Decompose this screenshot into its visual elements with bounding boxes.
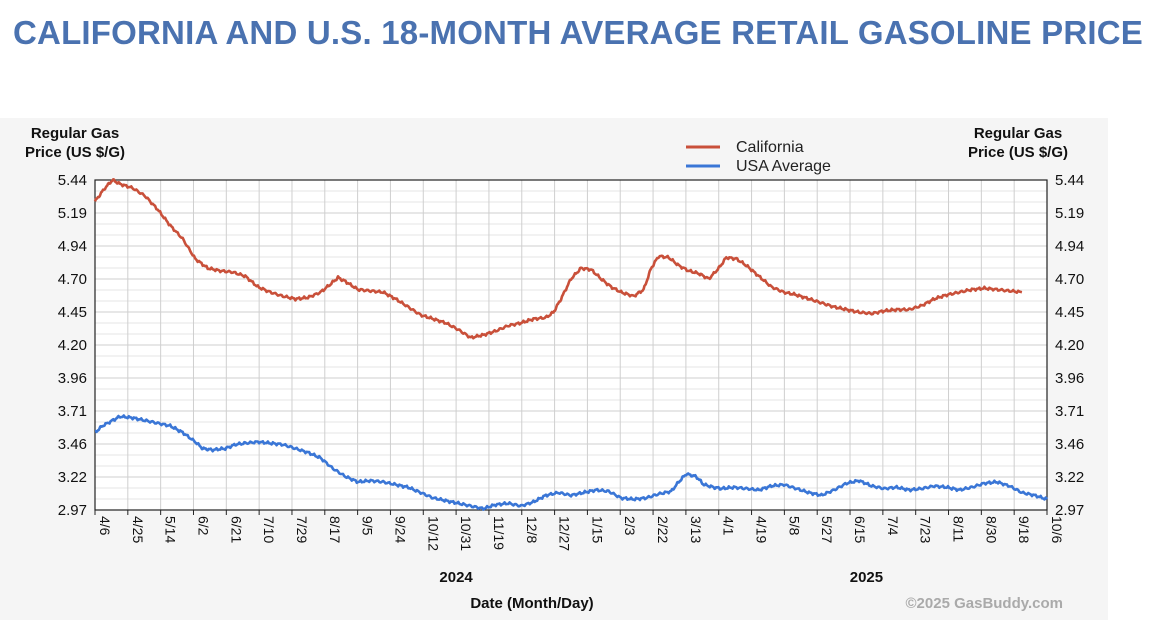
y-axis-right: 5.44 5.19 4.94 4.70 4.45 4.20 3.96 3.71 3.46 3.22…	[1055, 172, 1084, 519]
y-tick-label-right: 3.46	[1055, 436, 1084, 453]
y-tick-label-right: 3.22	[1055, 469, 1084, 486]
y-tick-label-left: 4.70	[58, 271, 87, 288]
x-tick-label: 10/6	[1049, 516, 1065, 543]
y-axis-right-title-line2: Price (US $/G)	[968, 144, 1068, 161]
y-tick-label-left: 3.71	[58, 403, 87, 420]
x-tick-label: 4/1	[721, 516, 737, 536]
y-tick-label-left: 2.97	[58, 502, 87, 519]
x-tick-label: 5/8	[786, 516, 802, 536]
x-tick-label: 8/30	[983, 516, 999, 543]
series-layer	[93, 177, 1049, 511]
x-tick-label: 7/4	[885, 516, 901, 536]
x-tick-label: 2/3	[622, 516, 638, 536]
y-tick-label-left: 5.44	[58, 172, 87, 189]
x-axis-title: Date (Month/Day)	[470, 595, 593, 612]
y-axis-left: 5.44 5.19 4.94 4.70 4.45 4.20 3.96 3.71 3.46 3.22…	[58, 172, 87, 519]
y-tick-label-right: 2.97	[1055, 502, 1084, 519]
x-tick-label: 7/10	[261, 516, 277, 543]
y-tick-label-left: 4.20	[58, 337, 87, 354]
x-tick-label: 3/13	[688, 516, 704, 543]
y-tick-label-left: 3.22	[58, 469, 87, 486]
x-tick-label: 10/12	[425, 516, 441, 551]
y-tick-label-right: 4.94	[1055, 238, 1084, 255]
y-axis-left-title-line2: Price (US $/G)	[25, 144, 125, 161]
legend-label-california: California	[736, 139, 804, 156]
x-tick-label: 4/19	[754, 516, 770, 543]
x-tick-label: 5/27	[819, 516, 835, 543]
y-axis-right-title-line1: Regular Gas	[974, 125, 1062, 142]
x-tick-label: 7/29	[294, 516, 310, 543]
x-tick-label: 6/15	[852, 516, 868, 543]
x-tick-label: 8/17	[327, 516, 343, 543]
x-tick-label: 2/22	[655, 516, 671, 543]
y-axis-left-title-line1: Regular Gas	[31, 125, 119, 142]
page-title: CALIFORNIA AND U.S. 18-MONTH AVERAGE RET…	[13, 14, 1143, 51]
chart-panel: 5.44 5.19 4.94 4.70 4.45 4.20 3.96 3.71 3.46 3.22…	[0, 118, 1108, 620]
y-tick-label-right: 3.96	[1055, 370, 1084, 387]
legend-label-usa: USA Average	[736, 158, 831, 175]
x-tick-label: 4/6	[97, 516, 113, 536]
x-tick-label: 4/25	[130, 516, 146, 543]
y-tick-label-left: 3.96	[58, 370, 87, 387]
y-tick-label-right: 5.19	[1055, 205, 1084, 222]
x-tick-label: 11/19	[491, 516, 507, 550]
x-tick-label: 9/24	[392, 516, 408, 543]
series-line-california	[93, 177, 1023, 340]
x-tick-label: 9/5	[360, 516, 376, 536]
y-tick-label-right: 4.45	[1055, 304, 1084, 321]
y-tick-label-left: 3.46	[58, 436, 87, 453]
credit-label: ©2025 GasBuddy.com	[906, 595, 1064, 612]
x-tick-label: 12/8	[524, 516, 540, 543]
x-tick-label: 7/23	[918, 516, 934, 543]
y-tick-label-left: 5.19	[58, 205, 87, 222]
y-tick-label-left: 4.94	[58, 238, 87, 255]
y-tick-label-right: 5.44	[1055, 172, 1084, 189]
x-tick-label: 1/15	[589, 516, 605, 543]
plot-frame	[94, 179, 1048, 511]
series-line-usa-average	[94, 414, 1049, 511]
year-label-2024: 2024	[439, 569, 473, 586]
x-tick-label: 10/31	[458, 516, 474, 551]
y-tick-label-right: 4.70	[1055, 271, 1084, 288]
year-label-2025: 2025	[850, 569, 883, 586]
legend: California USA Average	[686, 139, 831, 175]
y-tick-label-right: 4.20	[1055, 337, 1084, 354]
x-axis: 4/6 4/25 5/14 6/2 6/21 7/10 7/29 8/17 9/5 9/24 10/…	[94, 510, 1065, 551]
x-tick-label: 9/18	[1016, 516, 1032, 543]
x-tick-label: 8/11	[951, 516, 967, 542]
y-tick-label-right: 3.71	[1055, 403, 1084, 420]
x-tick-label: 6/2	[195, 516, 211, 536]
x-tick-label: 5/14	[163, 516, 179, 543]
x-tick-label: 12/27	[557, 516, 573, 551]
x-tick-label: 6/21	[228, 516, 244, 543]
price-chart: 5.44 5.19 4.94 4.70 4.45 4.20 3.96 3.71 3.46 3.22…	[25, 125, 1084, 612]
y-tick-label-left: 4.45	[58, 304, 87, 321]
